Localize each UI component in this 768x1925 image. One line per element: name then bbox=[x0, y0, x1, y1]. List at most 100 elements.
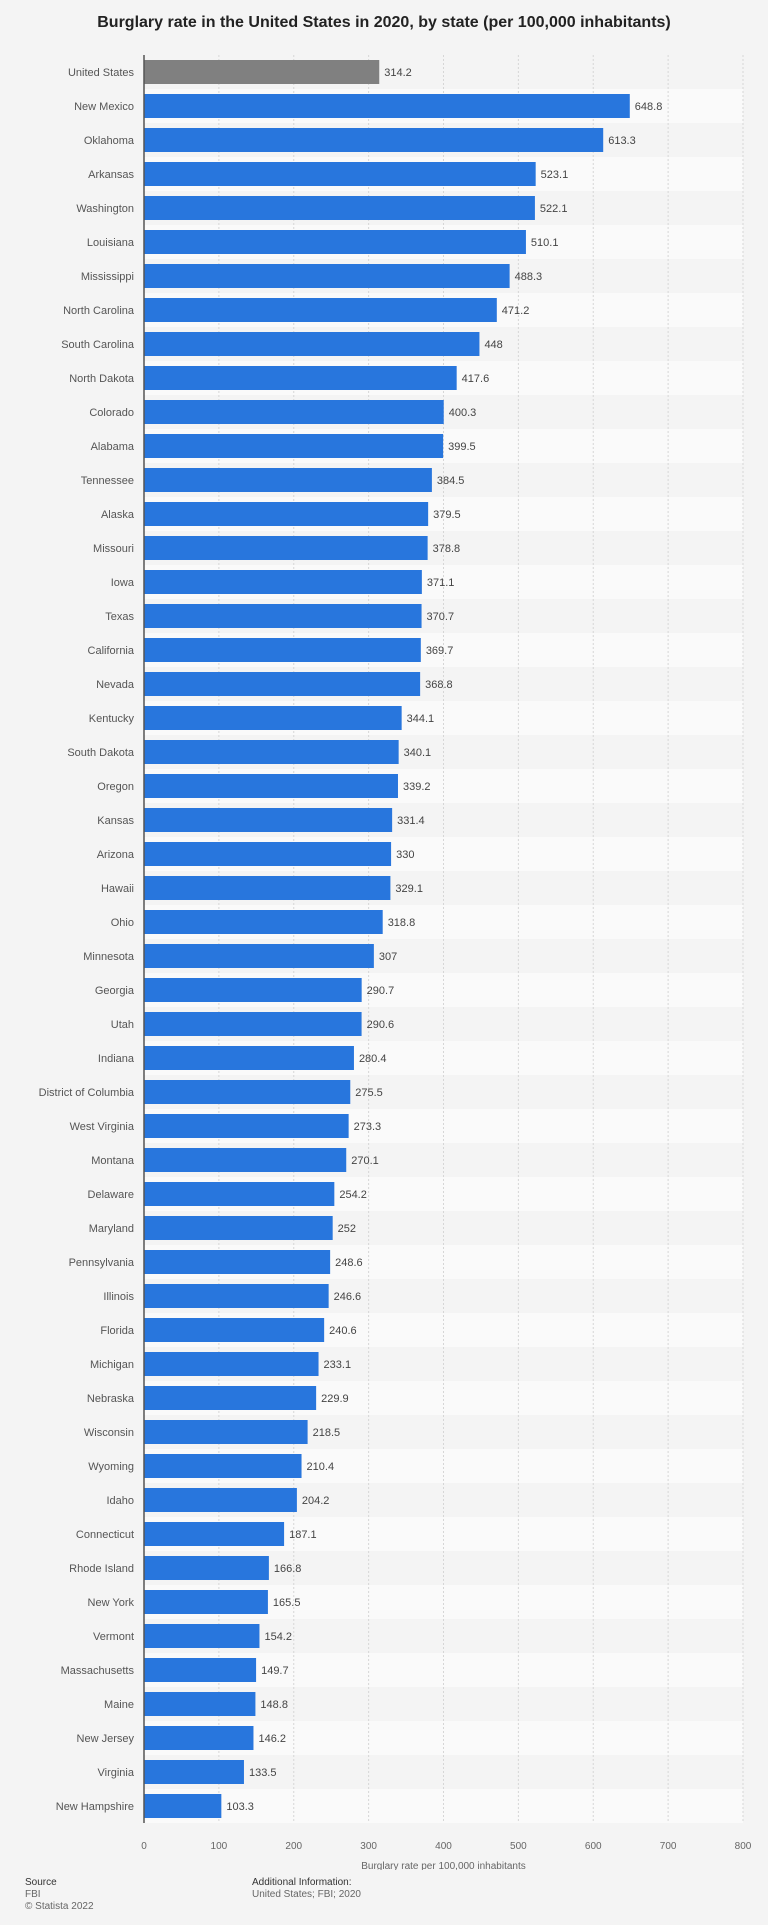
value-label: 187.1 bbox=[289, 1529, 317, 1541]
bar bbox=[144, 1046, 354, 1070]
value-label: 290.6 bbox=[367, 1019, 395, 1031]
x-tick-label: 400 bbox=[435, 1841, 452, 1852]
bar bbox=[144, 1488, 297, 1512]
value-label: 204.2 bbox=[302, 1495, 330, 1507]
value-label: 166.8 bbox=[274, 1563, 302, 1575]
value-label: 246.6 bbox=[334, 1291, 362, 1303]
bar bbox=[144, 502, 429, 526]
value-label: 307 bbox=[379, 951, 397, 963]
value-label: 648.8 bbox=[635, 101, 663, 113]
bar bbox=[144, 1726, 254, 1750]
category-label: Kentucky bbox=[89, 713, 135, 725]
additional-info-value: United States; FBI; 2020 bbox=[252, 1889, 361, 1900]
x-tick-label: 700 bbox=[660, 1841, 677, 1852]
bar bbox=[144, 128, 604, 152]
value-label: 229.9 bbox=[321, 1393, 349, 1405]
bar-chart: 0 100 200 300 400 500 600 700 800 United States 31… bbox=[39, 55, 752, 1870]
bar bbox=[144, 298, 497, 322]
category-label: Alabama bbox=[91, 441, 135, 453]
bar bbox=[144, 1114, 349, 1138]
bar bbox=[144, 1522, 285, 1546]
value-label: 318.8 bbox=[388, 917, 416, 929]
category-label: Michigan bbox=[90, 1359, 134, 1371]
bar bbox=[144, 706, 402, 730]
category-label: Colorado bbox=[89, 407, 134, 419]
category-label: South Dakota bbox=[67, 747, 135, 759]
x-tick-label: 300 bbox=[360, 1841, 377, 1852]
category-label: Idaho bbox=[106, 1495, 134, 1507]
value-label: 210.4 bbox=[307, 1461, 335, 1473]
x-tick-label: 0 bbox=[141, 1841, 147, 1852]
category-label: Hawaii bbox=[101, 883, 134, 895]
category-label: Missouri bbox=[93, 543, 134, 555]
bar bbox=[144, 604, 422, 628]
bar bbox=[144, 842, 392, 866]
bar bbox=[144, 1182, 335, 1206]
category-label: Utah bbox=[111, 1019, 134, 1031]
bar bbox=[144, 332, 480, 356]
bar bbox=[144, 196, 535, 220]
value-label: 218.5 bbox=[313, 1427, 341, 1439]
value-label: 103.3 bbox=[226, 1801, 254, 1813]
category-label: New Jersey bbox=[77, 1733, 135, 1745]
category-label: Pennsylvania bbox=[69, 1257, 135, 1269]
value-label: 339.2 bbox=[403, 781, 431, 793]
bar bbox=[144, 808, 393, 832]
value-label: 165.5 bbox=[273, 1597, 301, 1609]
category-label: Tennessee bbox=[81, 475, 134, 487]
bar bbox=[144, 638, 421, 662]
bar bbox=[144, 60, 380, 84]
category-label: Maryland bbox=[89, 1223, 134, 1235]
category-label: West Virginia bbox=[70, 1121, 135, 1133]
source-label: Source bbox=[25, 1877, 57, 1888]
bar bbox=[144, 1080, 351, 1104]
category-label: Arizona bbox=[97, 849, 135, 861]
bar bbox=[144, 1420, 308, 1444]
copyright[interactable]: © Statista 2022 bbox=[25, 1901, 94, 1912]
category-label: Delaware bbox=[88, 1189, 134, 1201]
value-label: 273.3 bbox=[354, 1121, 382, 1133]
value-label: 314.2 bbox=[384, 67, 412, 79]
value-label: 488.3 bbox=[515, 271, 543, 283]
category-label: Nevada bbox=[96, 679, 135, 691]
bar bbox=[144, 978, 362, 1002]
source-block: Source FBI © Statista 2022 bbox=[25, 1877, 94, 1913]
category-label: Vermont bbox=[93, 1631, 134, 1643]
value-label: 613.3 bbox=[608, 135, 636, 147]
value-label: 254.2 bbox=[339, 1189, 367, 1201]
x-tick-label: 200 bbox=[285, 1841, 302, 1852]
source-value[interactable]: FBI bbox=[25, 1889, 41, 1900]
value-label: 331.4 bbox=[397, 815, 425, 827]
x-tick-label: 500 bbox=[510, 1841, 527, 1852]
bar bbox=[144, 1794, 222, 1818]
bar bbox=[144, 400, 444, 424]
category-label: Oklahoma bbox=[84, 135, 135, 147]
category-label: California bbox=[88, 645, 135, 657]
value-label: 154.2 bbox=[264, 1631, 292, 1643]
bar bbox=[144, 1352, 319, 1376]
additional-info-block: Additional Information: United States; F… bbox=[252, 1877, 361, 1901]
category-label: Connecticut bbox=[76, 1529, 134, 1541]
value-label: 252 bbox=[338, 1223, 356, 1235]
value-label: 248.6 bbox=[335, 1257, 363, 1269]
bar bbox=[144, 1760, 244, 1784]
category-label: Florida bbox=[100, 1325, 135, 1337]
value-label: 329.1 bbox=[395, 883, 423, 895]
value-label: 523.1 bbox=[541, 169, 569, 181]
category-label: North Carolina bbox=[63, 305, 135, 317]
bar bbox=[144, 1148, 347, 1172]
value-label: 275.5 bbox=[355, 1087, 383, 1099]
category-label: New York bbox=[88, 1597, 135, 1609]
category-label: Nebraska bbox=[87, 1393, 135, 1405]
additional-info-label: Additional Information: bbox=[252, 1877, 352, 1888]
category-label: Montana bbox=[91, 1155, 135, 1167]
category-label: Washington bbox=[76, 203, 134, 215]
value-label: 471.2 bbox=[502, 305, 530, 317]
bar bbox=[144, 1556, 269, 1580]
bar bbox=[144, 536, 428, 560]
value-label: 148.8 bbox=[260, 1699, 288, 1711]
bar bbox=[144, 774, 398, 798]
category-label: Louisiana bbox=[87, 237, 135, 249]
category-label: Minnesota bbox=[83, 951, 135, 963]
category-label: Maine bbox=[104, 1699, 134, 1711]
